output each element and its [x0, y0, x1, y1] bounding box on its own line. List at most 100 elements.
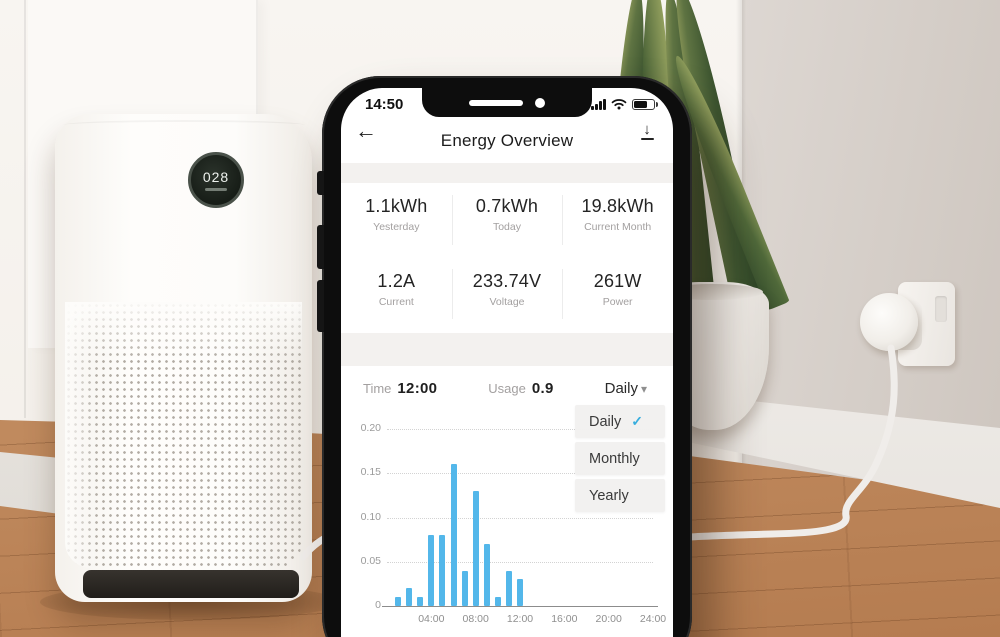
section-divider — [341, 333, 673, 366]
chart-bar[interactable] — [505, 570, 512, 606]
chart-bar[interactable] — [483, 544, 490, 606]
chart-bar[interactable] — [494, 597, 501, 606]
chart-bar[interactable] — [472, 490, 479, 606]
dropdown-item-label: Monthly — [589, 450, 640, 467]
stat-label: Power — [602, 296, 633, 308]
chevron-down-icon: ▾ — [640, 382, 647, 396]
volume-up-button — [317, 225, 324, 269]
back-arrow-icon[interactable]: ← — [355, 118, 377, 143]
x-axis-tick-label: 24:00 — [639, 613, 667, 625]
x-axis-tick-label: 04:00 — [418, 613, 445, 625]
stat-current-month: 19.8kWh Current Month — [562, 183, 673, 258]
purifier-aqi-value: 028 — [202, 169, 230, 185]
front-camera — [535, 97, 545, 108]
stat-yesterday: 1.1kWh Yesterday — [341, 183, 452, 258]
chart-bar[interactable] — [517, 579, 523, 606]
stat-label: Voltage — [489, 296, 525, 308]
smart-plug — [860, 293, 918, 351]
chart-gridline — [387, 429, 653, 430]
stat-divider — [451, 195, 453, 245]
x-axis-tick-label: 08:00 — [462, 613, 489, 625]
phone: 14:50 ← Energy Overview ↓ — [317, 76, 692, 637]
stat-value: 233.74V — [472, 271, 542, 291]
chart-bar[interactable] — [450, 464, 457, 606]
stat-label: Current Month — [584, 221, 652, 233]
battery-icon — [632, 98, 658, 110]
chart-bar[interactable] — [406, 588, 413, 606]
dropdown-item-yearly[interactable]: Yearly — [575, 479, 665, 512]
section-divider — [341, 163, 673, 183]
chart-bar[interactable] — [461, 570, 468, 606]
status-time: 14:50 — [365, 96, 404, 113]
status-bar: 14:50 — [341, 88, 673, 118]
x-axis-line — [382, 606, 658, 607]
y-axis-tick-label: 0.05 — [360, 554, 381, 567]
chart-controls: Time 12:00 Usage 0.9 Daily ▾ — [341, 366, 673, 397]
wifi-icon — [611, 99, 627, 110]
stat-value: 19.8kWh — [581, 196, 654, 216]
download-icon[interactable]: ↓ — [637, 122, 657, 140]
status-icons — [591, 97, 658, 110]
dropdown-item-monthly[interactable]: Monthly — [575, 442, 665, 475]
y-axis-tick-label: 0 — [375, 599, 381, 611]
usage-readout: Usage 0.9 — [488, 380, 554, 397]
check-icon: ✓ — [631, 413, 643, 429]
purifier-display-subtext — [205, 188, 227, 191]
dropdown-item-label: Daily — [589, 413, 622, 430]
usage-value: 0.9 — [531, 380, 554, 397]
stat-today: 0.7kWh Today — [452, 183, 563, 258]
dropdown-item-label: Yearly — [589, 487, 629, 504]
time-value: 12:00 — [397, 380, 438, 397]
stat-voltage: 233.74V Voltage — [452, 258, 563, 333]
phone-screen: 14:50 ← Energy Overview ↓ — [341, 88, 673, 637]
chart-bar[interactable] — [395, 597, 402, 606]
cabinet-edge — [24, 0, 26, 418]
purifier-top-edge — [63, 120, 305, 130]
stat-value: 261W — [593, 271, 642, 291]
stat-label: Today — [492, 221, 521, 233]
purifier-base — [83, 570, 299, 598]
chart-gridline — [387, 561, 653, 563]
cellular-signal-icon — [591, 99, 606, 110]
stat-value: 1.1kWh — [365, 196, 428, 216]
socket-switch — [935, 296, 947, 322]
y-axis-tick-label: 0.10 — [360, 510, 381, 523]
purifier-display: 028 — [188, 152, 244, 208]
bar-chart: 0.20 0.15 0.10 0.05 0 04:00 08:00 12:00 16:00 20:… — [341, 411, 673, 637]
air-purifier: 028 — [55, 114, 312, 602]
app-header: ← Energy Overview ↓ — [341, 118, 673, 163]
mute-switch — [317, 171, 324, 195]
chart-bar[interactable] — [439, 535, 446, 606]
period-selected-label: Daily — [604, 380, 638, 397]
stat-label: Yesterday — [373, 221, 420, 233]
period-selector[interactable]: Daily ▾ — [605, 380, 647, 397]
time-readout: Time 12:00 — [363, 380, 438, 397]
dropdown-item-daily[interactable]: Daily ✓ — [575, 405, 665, 438]
phone-notch — [422, 88, 592, 117]
speaker-slot — [469, 99, 523, 106]
stat-value: 0.7kWh — [475, 196, 539, 216]
stat-power: 261W Power — [562, 258, 673, 333]
y-axis-tick-label: 0.20 — [360, 422, 381, 434]
stat-divider — [451, 269, 453, 319]
chart-bar[interactable] — [428, 535, 435, 606]
page-title: Energy Overview — [440, 130, 574, 150]
stat-divider — [562, 195, 564, 245]
chart-gridline — [387, 517, 653, 519]
y-axis-tick-label: 0.15 — [360, 466, 381, 479]
volume-down-button — [317, 280, 324, 332]
chart-bar[interactable] — [417, 597, 424, 606]
stats-grid: 1.1kWh Yesterday 0.7kWh Today 19.8kWh Cu… — [341, 183, 673, 333]
stat-label: Current — [378, 296, 414, 308]
period-dropdown: Daily ✓ Monthly Yearly — [575, 405, 665, 512]
chart-gridline — [387, 473, 653, 475]
stat-divider — [562, 269, 564, 319]
x-axis-tick-label: 12:00 — [506, 613, 534, 625]
purifier-perforation-fade — [65, 302, 302, 568]
chart-plot-area: 0.20 0.15 0.10 0.05 0 04:00 08:00 12:00 16:00 20:… — [361, 422, 667, 625]
stat-value: 1.2A — [377, 271, 416, 291]
x-axis-tick-label: 20:00 — [595, 613, 622, 625]
x-axis-tick-label: 16:00 — [551, 613, 578, 625]
